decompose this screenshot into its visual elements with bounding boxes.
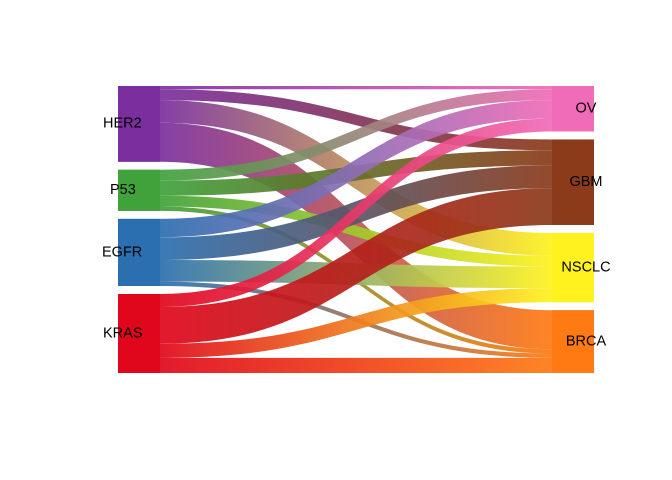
source-label-egfr: EGFR [102,244,142,260]
source-node-p53 [118,169,160,211]
target-label-brca: BRCA [566,333,607,349]
flow-p53-to-nsclc [118,195,594,267]
target-node-brca [552,310,594,373]
flow-kras-to-brca [118,357,594,373]
flow-her2-to-gbm [118,89,594,151]
labels-layer: HER2 P53 EGFR KRAS OV GBM NSCLC BRCA [102,101,611,350]
source-label-her2: HER2 [103,116,142,132]
flow-kras-to-gbm [118,188,594,344]
source-node-egfr [118,218,160,286]
source-label-kras: KRAS [103,325,143,341]
target-node-gbm [552,139,594,225]
flow-egfr-to-ov [118,100,594,238]
source-node-her2 [118,86,160,162]
flow-kras-to-ov [118,118,594,307]
target-node-ov [552,86,594,132]
target-label-nsclc: NSCLC [561,259,610,275]
flow-p53-to-ov [118,89,594,181]
target-label-gbm: GBM [569,174,602,190]
target-node-nsclc [552,232,594,303]
target-label-ov: OV [576,101,597,117]
source-node-kras [118,293,160,373]
flows-layer [118,86,594,373]
flow-kras-to-nsclc [118,288,594,358]
source-label-p53: P53 [110,182,136,198]
nodes-layer [118,86,594,373]
flow-her2-to-ov [118,86,594,90]
